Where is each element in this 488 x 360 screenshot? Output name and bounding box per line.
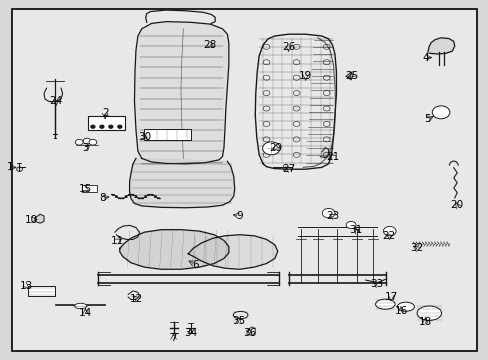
Text: 20: 20	[450, 200, 463, 210]
Text: 30: 30	[138, 132, 150, 142]
Bar	[88, 116, 124, 130]
Circle shape	[322, 208, 334, 218]
Bar	[144, 129, 190, 140]
Ellipse shape	[233, 311, 247, 319]
Text: 16: 16	[393, 306, 407, 316]
Text: 33: 33	[369, 279, 383, 289]
FancyBboxPatch shape	[12, 9, 476, 351]
Bar	[28, 286, 55, 296]
Text: 29: 29	[269, 143, 283, 153]
Text: 25: 25	[345, 71, 358, 81]
Circle shape	[91, 125, 95, 128]
Circle shape	[109, 125, 113, 128]
Polygon shape	[35, 214, 44, 223]
Text: 12: 12	[130, 294, 143, 304]
Text: 34: 34	[183, 328, 197, 338]
Text: 23: 23	[325, 211, 339, 221]
Text: 28: 28	[203, 40, 217, 50]
Text: 5: 5	[424, 114, 430, 124]
Text: 36: 36	[242, 328, 256, 338]
Text: 8: 8	[99, 193, 106, 203]
Text: 11: 11	[110, 236, 124, 246]
Text: 14: 14	[79, 308, 92, 318]
Text: 31: 31	[348, 225, 362, 235]
Circle shape	[83, 138, 91, 144]
Text: 17: 17	[384, 292, 397, 302]
Ellipse shape	[74, 303, 87, 309]
Polygon shape	[120, 230, 228, 269]
Polygon shape	[427, 38, 454, 54]
Text: 27: 27	[281, 164, 295, 174]
Ellipse shape	[416, 306, 441, 320]
Circle shape	[431, 106, 449, 119]
Text: 35: 35	[231, 316, 245, 327]
Text: 22: 22	[381, 231, 395, 241]
Text: 2: 2	[102, 108, 108, 118]
Circle shape	[383, 226, 395, 236]
Text: 21: 21	[325, 152, 339, 162]
Text: 1: 1	[6, 162, 13, 172]
Ellipse shape	[375, 299, 394, 309]
Circle shape	[118, 125, 122, 128]
Circle shape	[262, 142, 280, 155]
Text: 7: 7	[170, 333, 177, 343]
Text: 19: 19	[298, 71, 312, 81]
Text: 18: 18	[418, 317, 431, 327]
Polygon shape	[188, 235, 277, 269]
Circle shape	[75, 139, 83, 145]
Polygon shape	[346, 72, 352, 80]
Circle shape	[100, 125, 103, 128]
Text: 3: 3	[82, 143, 89, 153]
Text: 26: 26	[281, 42, 295, 52]
Text: 10: 10	[25, 215, 38, 225]
Text: 24: 24	[49, 96, 63, 106]
Text: 6: 6	[192, 260, 199, 270]
Text: 9: 9	[236, 211, 243, 221]
Polygon shape	[129, 158, 234, 208]
Circle shape	[89, 139, 97, 145]
Bar	[82, 185, 97, 192]
Text: 4: 4	[421, 53, 428, 63]
Polygon shape	[134, 22, 228, 164]
Text: 13: 13	[20, 281, 34, 291]
Circle shape	[346, 221, 355, 229]
Ellipse shape	[396, 302, 414, 311]
Text: 15: 15	[79, 184, 92, 194]
Polygon shape	[320, 148, 328, 158]
Text: 32: 32	[409, 243, 423, 253]
